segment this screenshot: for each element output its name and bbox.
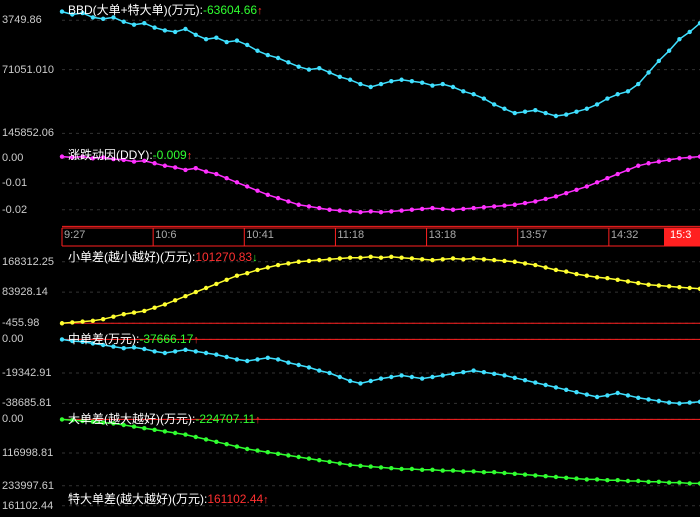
panel-title: 特大单差(越大越好)(万元):161102.44↑	[68, 490, 269, 507]
x-tick-label: 13:57	[520, 229, 548, 241]
title-value: -37666.17	[139, 332, 193, 346]
y-tick-label: 168312.25	[2, 256, 54, 268]
arrow-icon: ↑	[263, 494, 269, 506]
panel-title: 大单差(越大越好)(万元):-224707.11↑	[68, 410, 261, 427]
title-label: 特大单差(越大越好)(万元):	[68, 492, 207, 506]
title-label: 大单差(越大越好)(万元):	[68, 412, 195, 426]
y-tick-label: -0.02	[2, 204, 27, 216]
arrow-icon: ↑	[193, 334, 199, 346]
title-label: 中单差(万元):	[68, 332, 139, 346]
y-tick-label: 83928.14	[2, 286, 48, 298]
y-tick-label: 145852.06	[2, 127, 54, 139]
y-tick-label: 71051.010	[2, 64, 54, 76]
chart-panel-panel5: 0.00116998.81233997.61大单差(越大越好)(万元):-224…	[0, 409, 700, 489]
chart-panel-panel3: 168312.25 83928.14 -455.98 小单差(越小越好)(万元):10…	[0, 247, 700, 329]
panel-title: BBD(大单+特大单)(万元):-63604.66↑	[68, 1, 263, 18]
chart-panel-panel2: 0.00 -0.01 -0.02 涨跌动因(DDY):-0.009↑	[0, 145, 700, 228]
panel-title: 中单差(万元):-37666.17↑	[68, 330, 199, 347]
x-tick-label: 10:41	[246, 229, 274, 241]
arrow-icon: ↓	[252, 252, 258, 264]
arrow-icon: ↑	[187, 150, 193, 162]
panel-title: 小单差(越小越好)(万元):101270.83↓	[68, 248, 258, 265]
title-label: BBD(大单+特大单)(万元):	[68, 3, 203, 17]
title-label: 小单差(越小越好)(万元):	[68, 250, 195, 264]
arrow-icon: ↑	[255, 414, 261, 426]
y-tick-label: -19342.91	[2, 367, 52, 379]
title-value: -63604.66	[203, 3, 257, 17]
chart-panel-panel1: 3749.86 71051.010 145852.06 BBD(大单+特大单)(万元)…	[0, 0, 700, 145]
y-tick-label: 0.00	[2, 333, 23, 345]
y-tick-label: 116998.81	[2, 447, 53, 459]
y-tick-label: -455.98	[2, 317, 39, 329]
y-tick-label: 161102.44	[2, 500, 53, 512]
panel-title: 涨跌动因(DDY):-0.009↑	[68, 146, 192, 163]
title-label: 涨跌动因(DDY):	[68, 148, 153, 162]
x-tick-label: 15:3	[670, 229, 691, 241]
title-value: -0.009	[153, 148, 187, 162]
x-tick-label: 10:6	[155, 229, 176, 241]
chart-svg-panel1	[0, 0, 700, 145]
title-value: 161102.44	[207, 492, 263, 506]
x-tick-label: 14:32	[611, 229, 639, 241]
x-tick-label: 9:27	[64, 229, 85, 241]
chart-panel-panel6: 161102.44特大单差(越大越好)(万元):161102.44↑	[0, 489, 700, 517]
y-tick-label: 0.00	[2, 413, 23, 425]
title-value: 101270.83	[195, 250, 252, 264]
x-tick-label: 13:18	[429, 229, 457, 241]
y-tick-label: -0.01	[2, 177, 27, 189]
arrow-icon: ↑	[257, 5, 263, 17]
y-tick-label: -38685.81	[2, 397, 52, 409]
time-axis: 9:27 10:6 10:41 11:18 13:18 13:57 14:32 15:3	[0, 227, 700, 247]
title-value: -224707.11	[195, 412, 255, 426]
chart-panel-panel4: 0.00 -19342.91 -38685.81 中单差(万元):-37666.17↑	[0, 329, 700, 409]
x-tick-label: 11:18	[337, 229, 364, 241]
y-tick-label: 0.00	[2, 152, 23, 164]
y-tick-label: 3749.86	[2, 14, 42, 26]
